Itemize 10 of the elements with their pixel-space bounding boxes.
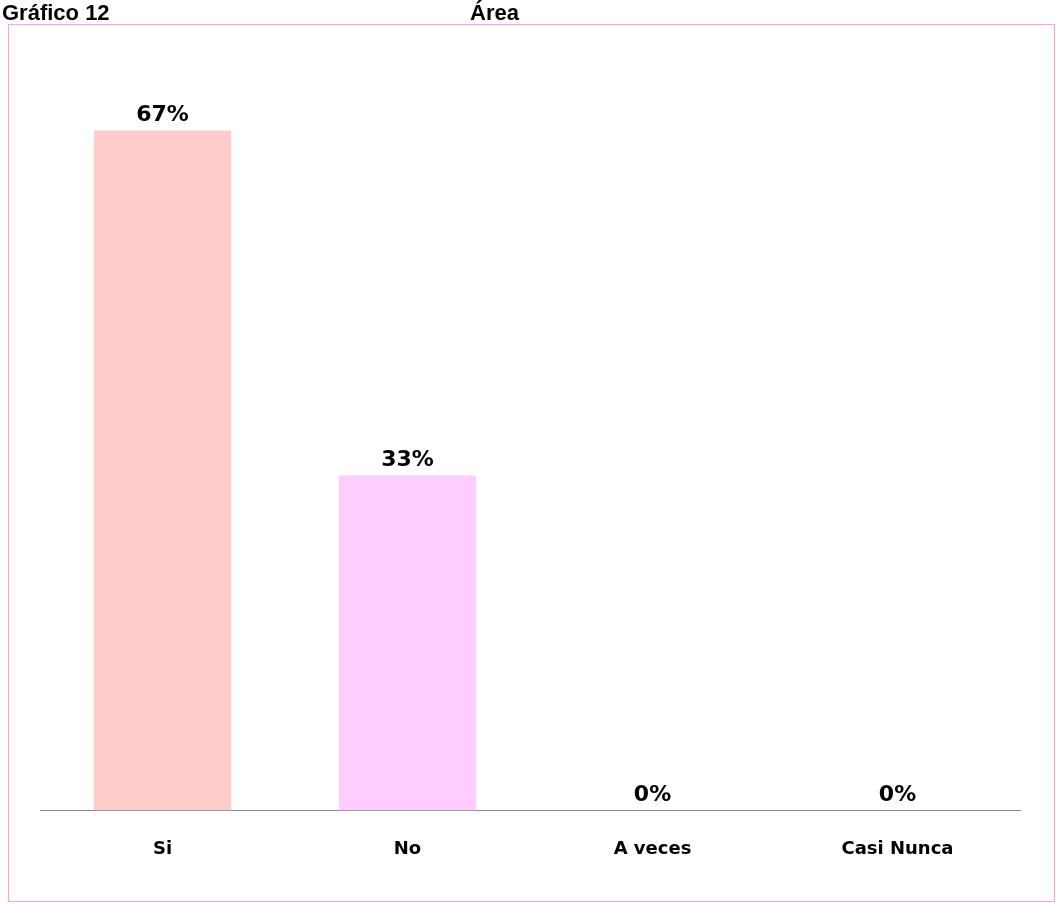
chart-subtitle: Área xyxy=(470,0,519,26)
x-tick-label: No xyxy=(393,836,422,858)
chart-title: Gráfico 12 xyxy=(2,0,110,26)
data-label: 0% xyxy=(633,781,672,807)
data-label: 0% xyxy=(878,781,917,807)
x-tick-label: A veces xyxy=(613,836,692,858)
data-label: 67% xyxy=(136,101,189,127)
x-tick-label: Casi Nunca xyxy=(841,836,954,858)
x-tick-label: Si xyxy=(152,836,173,858)
data-label: 33% xyxy=(381,446,434,472)
